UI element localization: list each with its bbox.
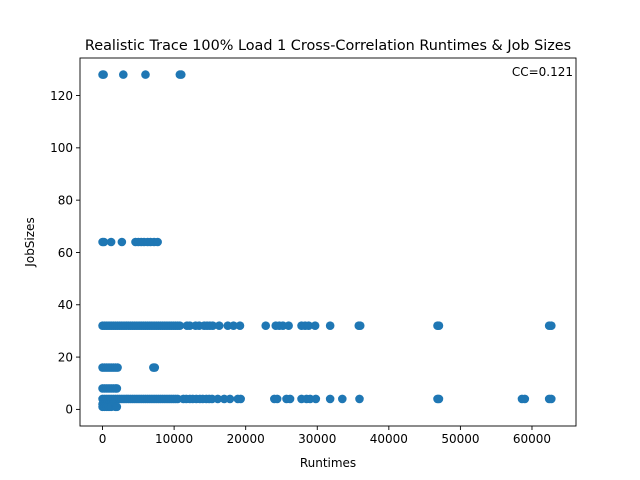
axes-frame: [79, 57, 577, 427]
data-point: [434, 321, 444, 331]
data-point: [311, 394, 321, 404]
data-point: [153, 237, 162, 247]
data-point: [355, 321, 365, 331]
data-points: [98, 70, 556, 412]
data-point: [325, 394, 335, 404]
data-point: [112, 384, 122, 393]
x-tick-label: 10000: [155, 432, 193, 446]
data-point: [285, 394, 295, 404]
data-point: [325, 321, 335, 331]
y-tick-label: 100: [50, 141, 73, 155]
data-point: [261, 321, 271, 331]
data-point: [338, 394, 347, 404]
data-point: [141, 70, 150, 79]
data-point: [208, 321, 218, 331]
data-point: [304, 321, 313, 331]
data-point: [213, 394, 223, 404]
plot-area: [79, 57, 577, 427]
x-tick-label: 30000: [298, 432, 336, 446]
x-tick-label: 60000: [513, 432, 551, 446]
data-point: [113, 363, 122, 372]
data-point: [310, 321, 320, 331]
data-point: [112, 402, 122, 412]
data-point: [434, 394, 444, 404]
data-point: [176, 70, 186, 79]
data-point: [99, 237, 109, 247]
data-point: [175, 321, 185, 331]
data-point: [547, 321, 556, 331]
data-point: [235, 321, 245, 331]
data-point: [119, 70, 128, 79]
data-point: [150, 363, 160, 372]
y-tick-label: 60: [58, 246, 73, 260]
x-axis-label: Runtimes: [300, 456, 356, 470]
y-axis-ticks: 0 20 40 60 80 100 120: [50, 89, 80, 417]
y-axis-label: JobSizes: [23, 217, 37, 267]
data-point: [99, 70, 108, 79]
data-point: [284, 321, 293, 331]
x-tick-label: 0: [99, 432, 107, 446]
data-point: [229, 321, 238, 331]
x-tick-label: 20000: [227, 432, 265, 446]
y-tick-label: 80: [58, 193, 73, 207]
data-point: [106, 237, 116, 247]
correlation-annotation: CC=0.121: [512, 65, 573, 79]
data-point: [225, 394, 235, 404]
data-point: [117, 237, 127, 247]
chart-title: Realistic Trace 100% Load 1 Cross-Correl…: [85, 38, 571, 54]
y-tick-label: 120: [50, 89, 73, 103]
data-point: [236, 394, 245, 404]
y-tick-label: 40: [58, 298, 73, 312]
x-axis-ticks: 0 10000 20000 30000 40000 50000 60000: [99, 426, 551, 446]
y-tick-label: 0: [65, 403, 73, 417]
data-point: [547, 394, 556, 404]
data-point: [355, 394, 364, 404]
x-tick-label: 50000: [441, 432, 479, 446]
y-tick-label: 20: [58, 350, 73, 364]
data-point: [520, 394, 530, 404]
x-tick-label: 40000: [370, 432, 408, 446]
data-point: [272, 394, 282, 404]
data-point: [214, 321, 224, 331]
